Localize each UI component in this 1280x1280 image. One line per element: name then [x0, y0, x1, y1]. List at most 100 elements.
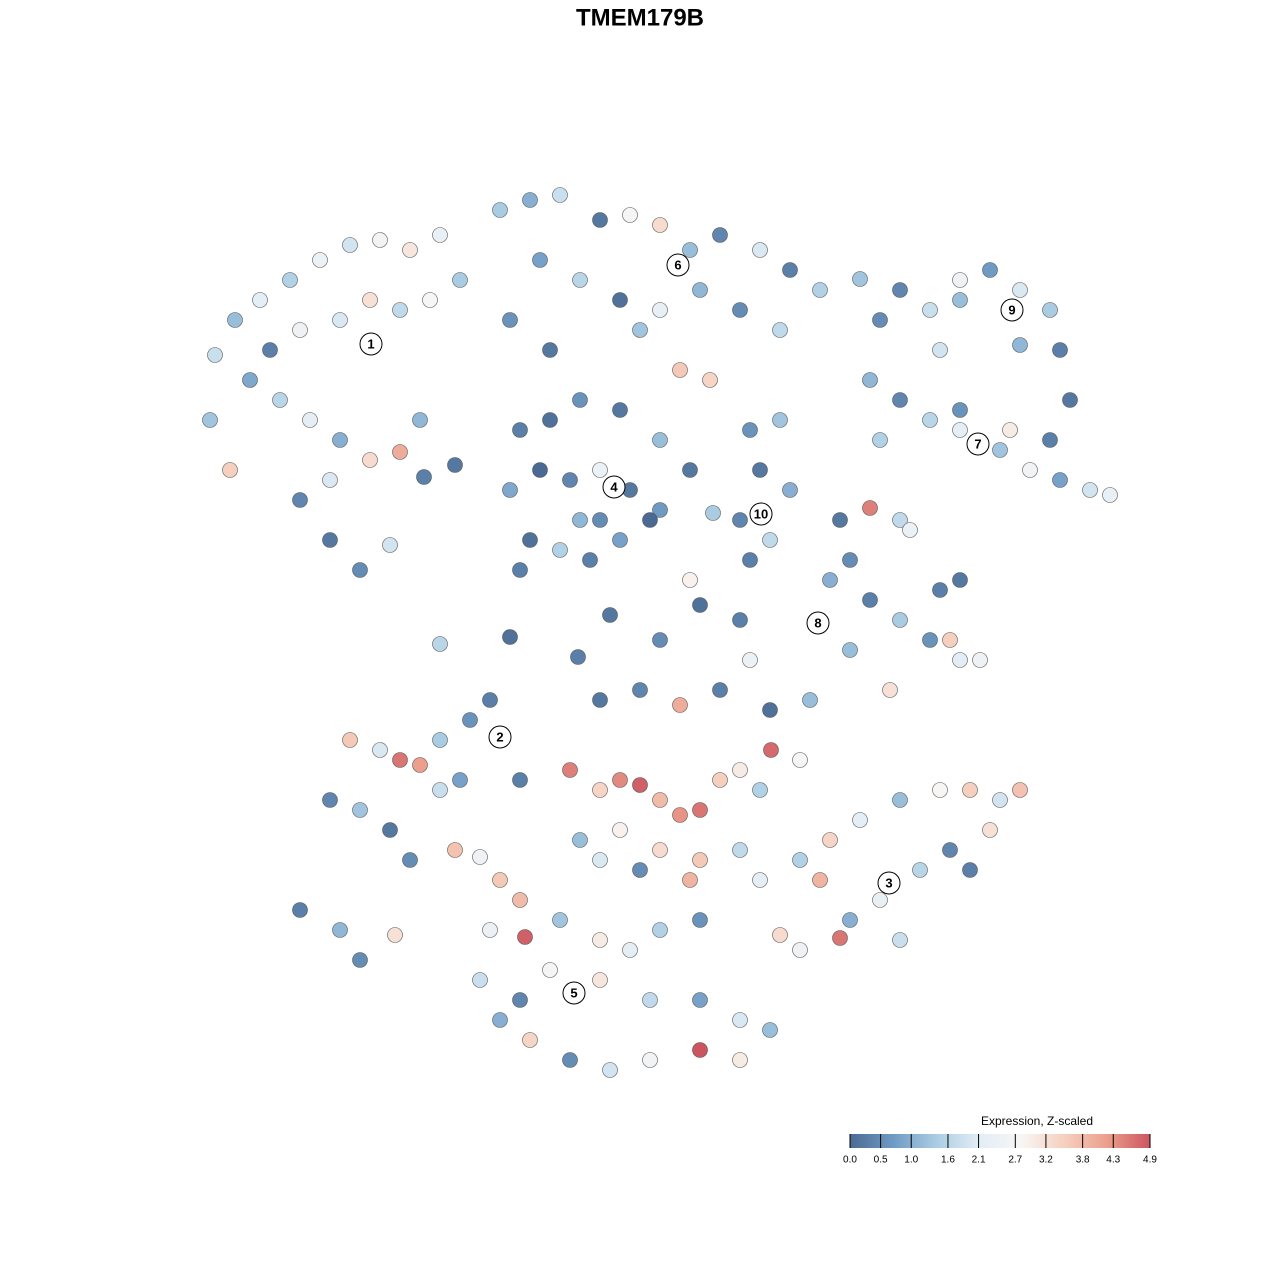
point: [572, 512, 588, 528]
point: [542, 412, 558, 428]
point: [952, 402, 968, 418]
point: [872, 892, 888, 908]
point: [642, 1052, 658, 1068]
point: [732, 842, 748, 858]
point: [692, 1042, 708, 1058]
cluster-label: 2: [496, 729, 503, 744]
point: [672, 697, 688, 713]
point: [992, 792, 1008, 808]
point: [702, 372, 718, 388]
point: [342, 237, 358, 253]
point: [842, 642, 858, 658]
point: [522, 1032, 538, 1048]
point: [892, 392, 908, 408]
point: [763, 742, 779, 758]
point: [762, 1022, 778, 1038]
point: [732, 762, 748, 778]
colorbar-tick-label: 1.6: [941, 1155, 955, 1166]
point: [322, 472, 338, 488]
point: [1012, 337, 1028, 353]
point: [752, 782, 768, 798]
point: [252, 292, 268, 308]
cluster-label-badge: [562, 981, 586, 1005]
point: [202, 412, 218, 428]
point: [892, 612, 908, 628]
point: [1082, 482, 1098, 498]
point: [292, 492, 308, 508]
point: [382, 537, 398, 553]
point: [622, 942, 638, 958]
point: [952, 652, 968, 668]
point: [562, 762, 578, 778]
point: [262, 342, 278, 358]
point: [387, 927, 403, 943]
point: [712, 772, 728, 788]
point: [912, 862, 928, 878]
point: [942, 842, 958, 858]
point: [952, 572, 968, 588]
point: [1052, 472, 1068, 488]
point: [227, 312, 243, 328]
point: [612, 822, 628, 838]
point: [732, 1012, 748, 1028]
point: [392, 444, 408, 460]
point: [372, 742, 388, 758]
point: [522, 192, 538, 208]
point: [872, 432, 888, 448]
point: [705, 505, 721, 521]
point: [772, 412, 788, 428]
point: [732, 512, 748, 528]
point: [416, 469, 432, 485]
point: [1062, 392, 1078, 408]
point: [992, 442, 1008, 458]
point: [592, 782, 608, 798]
point: [782, 262, 798, 278]
cluster-label: 4: [610, 479, 618, 494]
cluster-label-badge: [359, 332, 383, 356]
point: [482, 922, 498, 938]
point: [572, 832, 588, 848]
point: [692, 802, 708, 818]
cluster-label: 6: [674, 257, 681, 272]
point: [732, 1052, 748, 1068]
cluster-label: 5: [570, 985, 577, 1000]
point: [1042, 302, 1058, 318]
colorbar: [850, 1134, 1150, 1148]
point: [572, 272, 588, 288]
colorbar-tick-label: 4.3: [1106, 1155, 1120, 1166]
point: [512, 892, 528, 908]
point: [447, 457, 463, 473]
point: [842, 552, 858, 568]
point: [412, 757, 428, 773]
point: [672, 362, 688, 378]
point: [1052, 342, 1068, 358]
point: [382, 822, 398, 838]
point: [1042, 432, 1058, 448]
point: [472, 849, 488, 865]
point: [632, 322, 648, 338]
point: [752, 462, 768, 478]
point: [502, 312, 518, 328]
point: [792, 942, 808, 958]
point: [652, 842, 668, 858]
point: [532, 252, 548, 268]
point: [542, 962, 558, 978]
point: [512, 422, 528, 438]
point: [392, 752, 408, 768]
point: [542, 342, 558, 358]
point: [512, 992, 528, 1008]
point: [822, 832, 838, 848]
point: [1012, 282, 1028, 298]
point: [602, 607, 618, 623]
point: [752, 872, 768, 888]
point: [372, 232, 388, 248]
point: [692, 852, 708, 868]
point: [472, 972, 488, 988]
point: [572, 392, 588, 408]
point: [592, 972, 608, 988]
cluster-label-badge: [666, 253, 690, 277]
point: [892, 792, 908, 808]
point: [592, 692, 608, 708]
point: [302, 412, 318, 428]
point: [432, 227, 448, 243]
